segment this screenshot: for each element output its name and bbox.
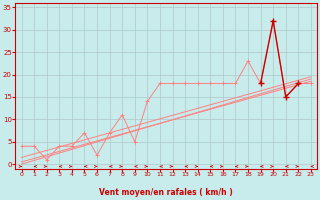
X-axis label: Vent moyen/en rafales ( km/h ): Vent moyen/en rafales ( km/h ): [100, 188, 233, 197]
